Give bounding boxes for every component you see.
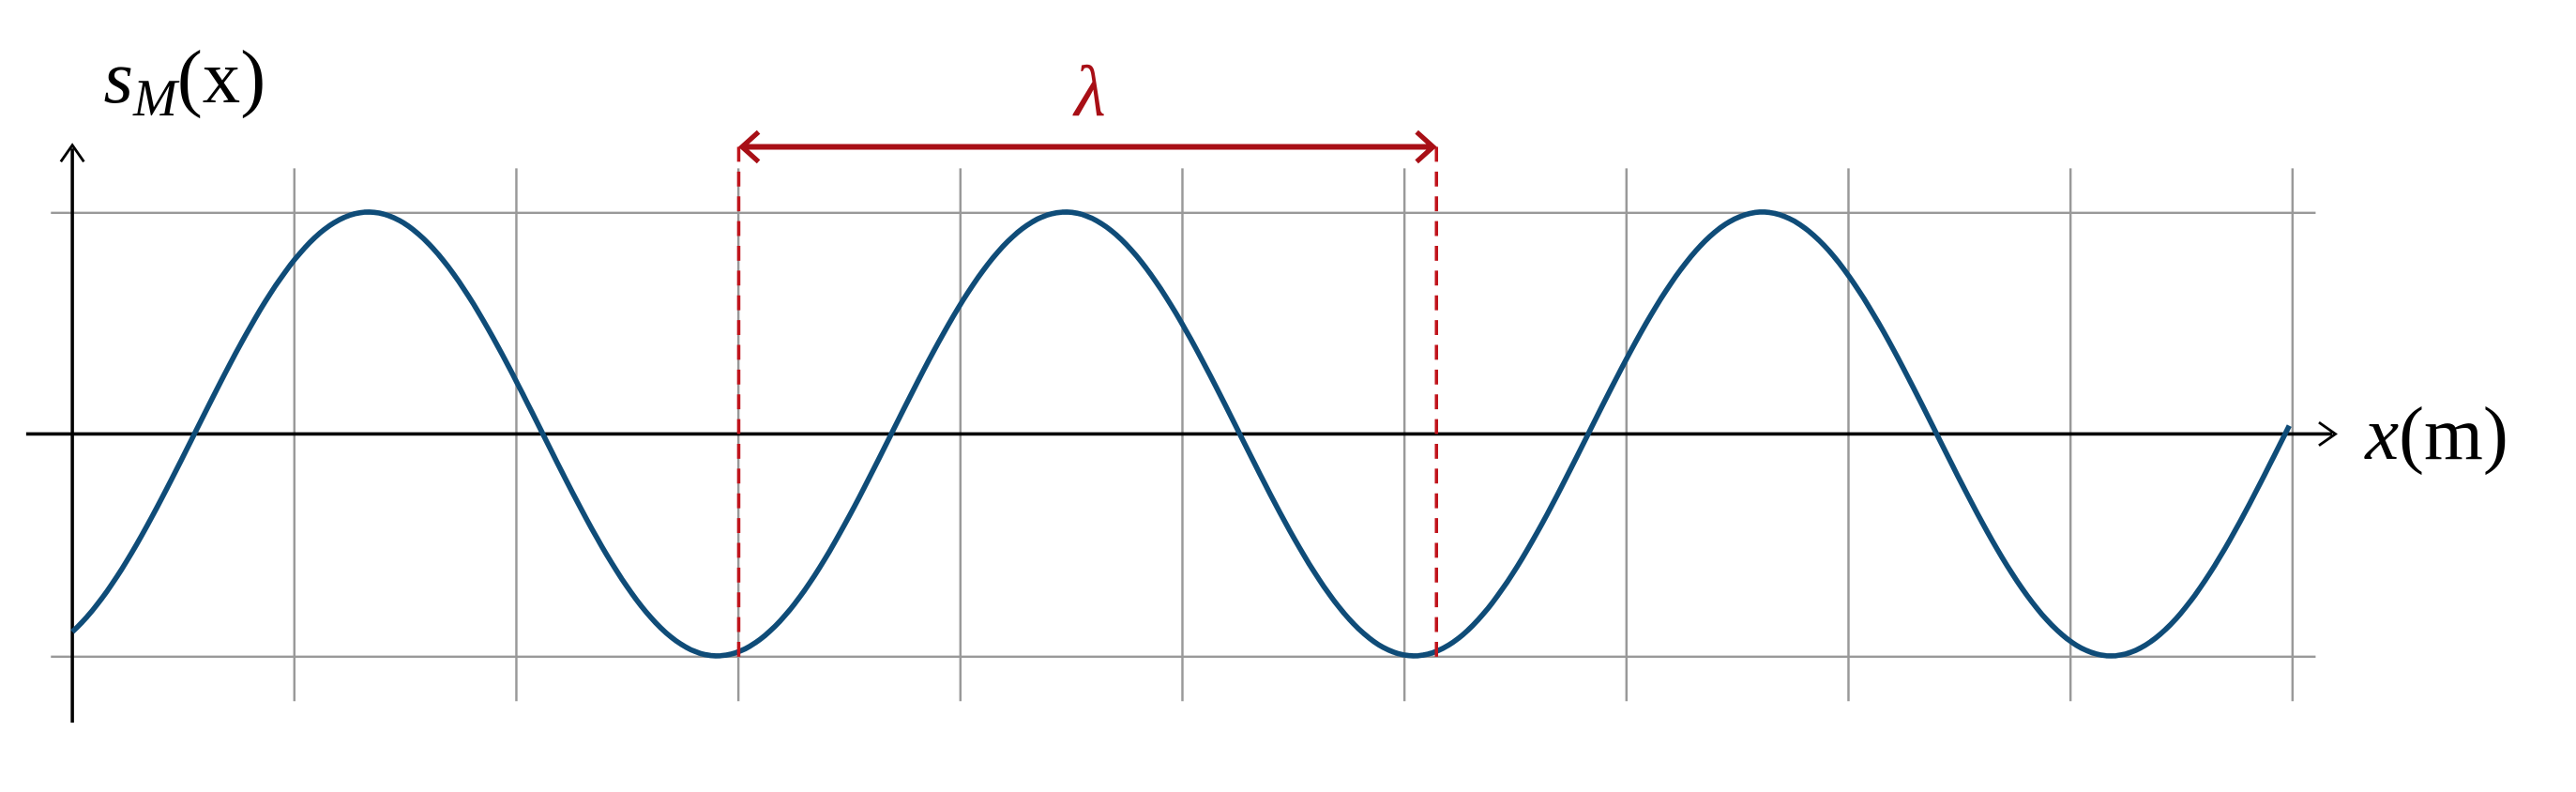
y-label-subscript: M: [132, 69, 180, 128]
x-label-unit: (m): [2399, 392, 2508, 476]
x-axis-arrow: [2318, 420, 2338, 447]
y-label-argument: (x): [177, 36, 265, 119]
y-label-symbol: s: [104, 36, 133, 119]
x-axis-label: x(m): [2364, 392, 2508, 476]
wave-curve: [70, 209, 2292, 659]
wavelength-label: λ: [1072, 51, 1106, 131]
y-axis-arrow: [59, 143, 85, 163]
x-label-symbol: x: [2364, 392, 2399, 476]
y-axis-label: sM(x): [104, 36, 266, 128]
wavelength-arrowheads: [738, 129, 1437, 164]
